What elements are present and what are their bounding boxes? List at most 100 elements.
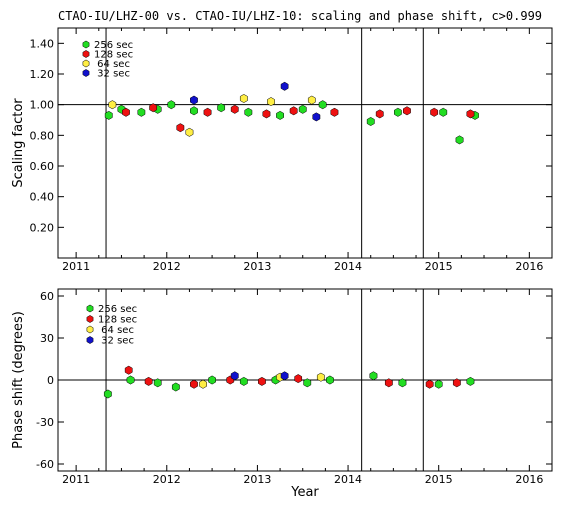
legend-label: 128 sec [98,315,137,326]
legend-marker [82,69,90,77]
data-point [316,372,325,382]
data-point [217,103,226,113]
data-point [124,365,133,375]
x-tick-label: 2014 [334,473,362,486]
legend-label: 32 sec [98,336,134,347]
y-axis-label: Phase shift (degrees) [11,311,26,449]
x-tick-label: 2013 [243,260,271,273]
data-point [185,127,194,137]
data-point [312,112,321,122]
y-tick-label: 1.20 [30,68,55,81]
data-point [258,376,266,386]
data-point [326,375,334,385]
data-point [366,117,375,126]
data-point [230,371,239,381]
data-point [137,107,146,117]
data-point [153,378,162,388]
legend-label: 128 sec [94,50,133,61]
y-tick-label: 0.40 [30,191,55,204]
y-tick-label: 0.80 [30,129,55,142]
scaling-factor-panel: 2011 2012 2013 2014 2015 2016 0.20 0.40 0.60 0.80… [11,27,553,273]
legend-marker [82,40,90,49]
y-tick-label: 1.00 [30,99,55,112]
data-point [262,109,271,119]
x-tick-label: 2011 [62,473,90,486]
data-point [104,110,113,120]
legend-marker [86,336,94,344]
data-point [439,107,448,117]
data-point [294,374,303,384]
data-point [280,371,289,381]
x-tick-label: 2014 [334,260,362,273]
data-point [171,382,180,392]
legend-marker [86,325,94,334]
data-point [244,107,253,117]
data-point [190,106,198,116]
x-tick-label: 2012 [153,260,181,273]
data-point [203,107,212,117]
legend-marker [86,315,94,323]
data-point [330,107,339,117]
data-point [318,100,327,110]
y-tick-label: 0.20 [30,221,55,234]
y-tick-label: 30 [40,332,54,345]
data-point [122,107,130,117]
data-point [239,94,248,103]
legend-marker [82,50,90,58]
x-tick-label: 2015 [425,473,453,486]
data-point [466,109,475,119]
y-tick-label: 60 [40,290,54,303]
data-point [384,378,393,388]
y-axis-label: Scaling factor [11,98,26,188]
data-point [455,135,464,145]
x-tick-label: 2011 [62,260,90,273]
data-point [267,97,275,107]
legend-label: 256 sec [94,40,133,51]
legend-label: 64 sec [98,325,134,336]
y-tick-label: 0 [47,374,54,387]
legend-marker [86,304,94,313]
data-point [108,100,117,110]
data-point [303,378,312,388]
data-point [452,378,461,388]
phase-shift-panel: 2011 2012 2013 2014 2015 2016 -60 -30 0 30 60 Phase… [11,288,553,486]
y-tick-label: -60 [36,458,54,471]
data-point [430,107,439,117]
data-point [394,107,402,117]
legend-label: 64 sec [94,59,130,70]
data-point [126,375,135,385]
data-point [398,378,407,388]
data-point [289,106,298,116]
y-tick-label: 0.60 [30,160,55,173]
y-tick-label: 1.40 [30,37,55,50]
x-tick-label: 2012 [153,473,181,486]
data-point [434,379,443,389]
data-point [369,371,378,381]
data-point [375,109,384,119]
legend-label: 32 sec [94,69,130,80]
x-tick-label: 2013 [243,473,271,486]
data-point [208,375,216,385]
data-point [425,379,434,389]
data-point [199,379,207,389]
x-tick-label: 2016 [515,473,543,486]
data-point [276,110,284,120]
plot-frame [57,27,553,259]
y-tick-label: -30 [36,416,54,429]
data-point [144,376,153,386]
data-point [403,106,411,116]
data-point [190,379,198,389]
legend-marker [82,59,90,68]
data-point [230,104,239,114]
data-point [298,104,307,114]
data-point [239,376,248,386]
data-point [307,95,316,105]
x-tick-label: 2015 [425,260,453,273]
x-axis-label: Year [290,485,319,500]
data-point [149,103,158,113]
x-tick-label: 2016 [515,260,543,273]
data-point [190,95,198,105]
data-point [167,100,176,110]
data-point [466,376,475,386]
